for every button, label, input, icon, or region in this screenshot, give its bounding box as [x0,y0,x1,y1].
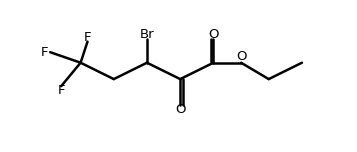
Text: Br: Br [140,28,154,41]
Text: O: O [236,50,246,63]
Text: O: O [208,28,218,41]
Text: F: F [40,46,48,59]
Text: F: F [57,84,65,97]
Text: O: O [175,104,185,116]
Text: F: F [84,31,91,44]
